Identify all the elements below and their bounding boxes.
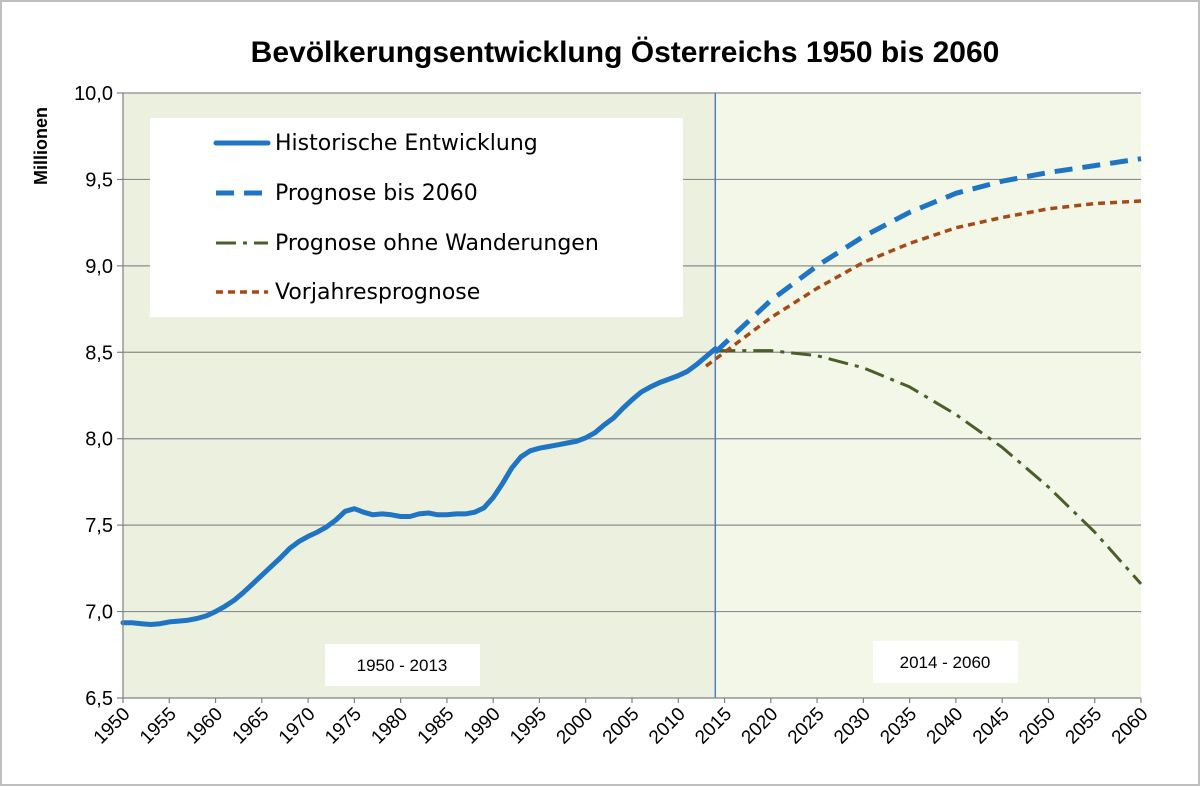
x-axis-ticks: 1950 1955 1960 1965 1970 1975 1980 1985 1990 1995… — [90, 698, 1153, 748]
x-tick-label: 2045 — [969, 704, 1014, 749]
legend-label-historic: Historische Entwicklung — [275, 131, 538, 156]
period-label-historic-box — [325, 644, 480, 686]
period-label-historic-text: 1950 - 2013 — [357, 656, 448, 675]
x-tick-label: 2025 — [784, 704, 829, 749]
y-tick-label: 8,0 — [85, 429, 113, 451]
y-tick-label: 6,5 — [85, 688, 113, 710]
y-tick-label: 10,0 — [74, 83, 113, 105]
y-tick-label: 9,5 — [85, 169, 113, 191]
plot-background-forecast — [715, 93, 1141, 698]
period-label-forecast: 2014 - 2060 — [873, 641, 1018, 683]
x-tick-label: 1950 — [90, 704, 135, 749]
y-tick-label: 9,0 — [85, 256, 113, 278]
x-tick-label: 1990 — [460, 704, 505, 749]
legend-label-forecast: Prognose bis 2060 — [275, 181, 478, 206]
legend-box — [150, 118, 683, 317]
x-tick-label: 2000 — [553, 704, 598, 749]
x-tick-label: 2005 — [599, 704, 644, 749]
x-tick-label: 1980 — [367, 704, 412, 749]
x-tick-label: 1995 — [506, 704, 551, 749]
x-tick-label: 1975 — [321, 704, 366, 749]
x-tick-label: 1985 — [414, 704, 459, 749]
x-tick-label: 1960 — [182, 704, 227, 749]
x-tick-label: 2030 — [830, 704, 875, 749]
x-tick-label: 2020 — [738, 704, 783, 749]
x-tick-label: 2050 — [1015, 704, 1060, 749]
x-tick-label: 1970 — [275, 704, 320, 749]
x-tick-label: 2015 — [691, 704, 736, 749]
y-tick-label: 8,5 — [85, 342, 113, 364]
series-lines — [120, 156, 1143, 627]
period-label-historic: 1950 - 2013 — [325, 644, 480, 686]
x-tick-label: 1955 — [136, 704, 181, 749]
x-tick-label: 2010 — [645, 704, 690, 749]
chart-title: Bevölkerungsentwicklung Österreichs 1950… — [251, 36, 1000, 69]
series-line-forecast — [713, 156, 1142, 355]
series-line-historic — [120, 346, 718, 627]
x-tick-label: 2055 — [1062, 704, 1107, 749]
x-tick-label: 1965 — [229, 704, 274, 749]
legend-label-no-migration: Prognose ohne Wanderungen — [275, 231, 599, 256]
x-tick-label: 2060 — [1108, 704, 1153, 749]
x-tick-label: 2035 — [876, 704, 921, 749]
y-axis-ticks: 6,5 7,0 7,5 8,0 8,5 9,0 9,5 10,0 — [74, 83, 123, 710]
legend-label-previous-forecast: Vorjahresprognose — [275, 280, 480, 305]
series-line-no-migration — [715, 349, 1143, 585]
series-line-previous-forecast — [704, 199, 1142, 368]
legend: Historische Entwicklung Prognose bis 206… — [150, 118, 683, 317]
period-label-forecast-text: 2014 - 2060 — [900, 653, 991, 672]
y-tick-label: 7,0 — [85, 602, 113, 624]
y-axis-label: Millionen — [31, 107, 51, 185]
x-tick-label: 2040 — [923, 704, 968, 749]
y-tick-label: 7,5 — [85, 515, 113, 537]
period-label-forecast-box — [873, 641, 1018, 683]
